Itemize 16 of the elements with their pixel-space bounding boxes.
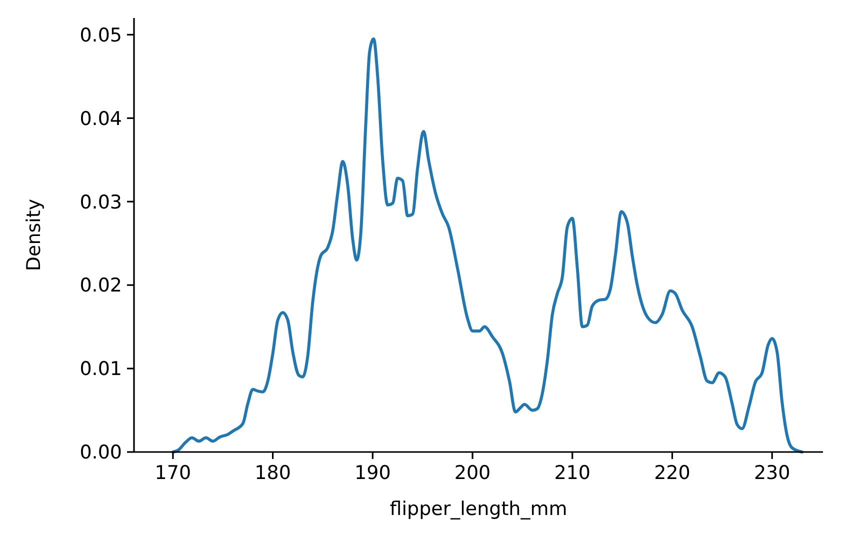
- y-tick-label: 0.04: [80, 108, 122, 130]
- x-tick-label: 180: [254, 462, 291, 484]
- x-tick-label: 220: [654, 462, 690, 484]
- y-tick-label: 0.05: [80, 24, 122, 46]
- x-tick-label: 230: [754, 462, 790, 484]
- x-tick-label: 190: [354, 462, 391, 484]
- y-tick-label: 0.00: [80, 442, 122, 464]
- y-tick-label: 0.03: [80, 191, 122, 214]
- y-tick-label: 0.01: [80, 358, 122, 380]
- y-axis-title: Density: [23, 198, 45, 272]
- y-tick-label: 0.02: [80, 274, 122, 297]
- x-tick-label: 210: [554, 462, 590, 484]
- x-tick-label: 170: [154, 462, 192, 484]
- line-series: [171, 37, 804, 454]
- x-axis-title: flipper_length_mm: [390, 498, 568, 520]
- x-tick-label: 200: [454, 462, 491, 484]
